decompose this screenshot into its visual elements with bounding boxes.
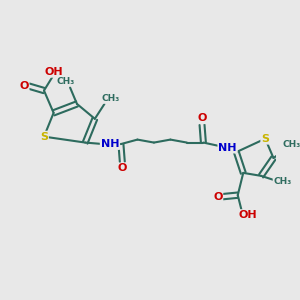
Text: CH₃: CH₃ — [283, 140, 300, 149]
Text: CH₃: CH₃ — [273, 177, 292, 186]
Text: O: O — [19, 81, 28, 91]
Text: O: O — [197, 113, 207, 123]
Text: OH: OH — [238, 210, 257, 220]
Text: CH₃: CH₃ — [101, 94, 120, 103]
Text: S: S — [261, 134, 269, 144]
Text: NH: NH — [101, 139, 119, 149]
Text: NH: NH — [218, 142, 237, 153]
Text: O: O — [213, 192, 222, 202]
Text: OH: OH — [44, 67, 63, 77]
Text: S: S — [40, 132, 48, 142]
Text: CH₃: CH₃ — [56, 76, 74, 85]
Text: O: O — [118, 164, 127, 173]
